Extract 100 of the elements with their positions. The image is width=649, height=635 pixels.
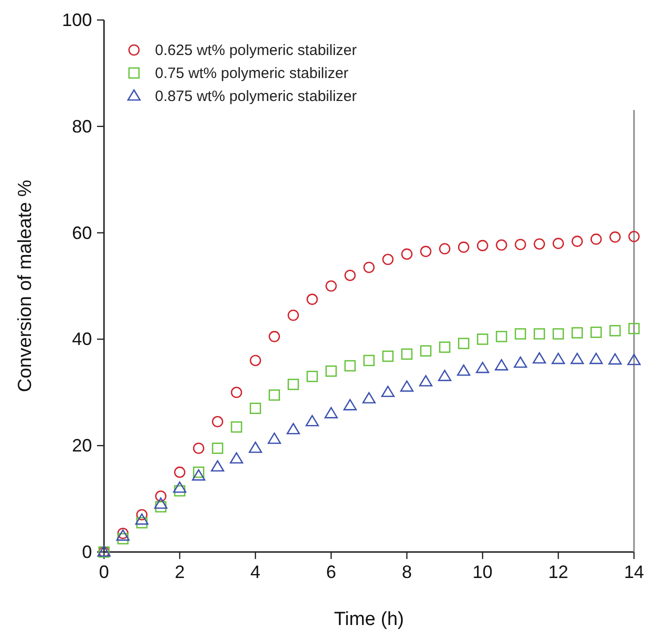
point (439, 243, 450, 254)
point (514, 356, 528, 368)
point (306, 294, 318, 305)
point (344, 270, 356, 282)
point (532, 352, 546, 364)
x-tick-label: 2 (174, 562, 185, 582)
point (286, 422, 300, 434)
point (458, 242, 470, 253)
point (628, 230, 640, 242)
point (514, 328, 526, 340)
point (325, 365, 337, 377)
y-tick-label: 40 (72, 329, 92, 350)
point (534, 328, 546, 340)
point (589, 352, 603, 364)
point (174, 485, 186, 496)
legend-label: 0.875 wt% polymeric stabilizer (155, 88, 357, 105)
point (382, 350, 394, 362)
point (230, 386, 242, 398)
x-axis-title: Time (h) (334, 609, 404, 630)
point (552, 352, 565, 364)
point (419, 375, 432, 386)
point (268, 432, 282, 444)
point (570, 352, 584, 364)
x-tick-label: 8 (402, 562, 412, 582)
point (458, 338, 470, 350)
point (192, 466, 204, 478)
x-tick-label: 6 (326, 562, 336, 582)
point (572, 236, 583, 247)
point (212, 442, 224, 454)
point (174, 466, 186, 478)
point (363, 262, 375, 274)
point (136, 509, 148, 520)
point (476, 334, 488, 345)
point (288, 310, 299, 321)
point (438, 370, 452, 382)
x-tick-label: 10 (472, 562, 493, 582)
point (192, 469, 206, 481)
point (344, 360, 356, 372)
point (627, 354, 641, 366)
point (476, 362, 490, 374)
y-tick-label: 60 (72, 222, 92, 243)
y-axis-title: Conversion of maleate % (15, 180, 36, 392)
point (306, 370, 318, 382)
point (192, 442, 204, 454)
point (362, 392, 376, 404)
point (154, 497, 168, 509)
y-tick-label: 0 (82, 542, 92, 562)
point (494, 359, 508, 370)
point (324, 407, 338, 418)
point (117, 533, 129, 544)
point (173, 482, 186, 493)
point (496, 239, 508, 251)
y-tick-label: 100 (62, 10, 92, 30)
point (628, 322, 640, 334)
point (514, 238, 526, 250)
point (608, 353, 622, 365)
y-tick-label: 80 (72, 116, 92, 136)
legend-label: 0.625 wt% polymeric stabilizer (155, 42, 357, 59)
point (534, 238, 546, 250)
point (230, 452, 244, 464)
point (136, 517, 148, 528)
point (590, 234, 602, 245)
point (496, 330, 508, 342)
point (230, 421, 242, 433)
point (155, 501, 166, 512)
point (268, 330, 280, 342)
point (552, 328, 564, 340)
point (439, 342, 450, 353)
point (248, 442, 262, 453)
point (325, 280, 337, 292)
point (476, 240, 488, 252)
point (343, 399, 357, 410)
point (363, 354, 375, 366)
x-tick-label: 4 (250, 562, 260, 582)
point (381, 386, 395, 398)
point (288, 378, 299, 390)
point (609, 231, 621, 243)
point (572, 327, 583, 338)
point (401, 348, 413, 360)
point (401, 248, 413, 260)
point (155, 490, 166, 502)
x-tick-label: 0 (98, 562, 110, 582)
legend-label: 0.75 wt% polymeric stabilizer (155, 65, 348, 82)
point (609, 325, 621, 336)
y-tick-label: 20 (72, 436, 92, 456)
point (420, 345, 432, 357)
point (552, 238, 564, 250)
x-tick-label: 14 (624, 562, 644, 582)
point (212, 416, 224, 428)
point (590, 326, 602, 338)
x-tick-label: 12 (548, 562, 568, 582)
point (382, 254, 394, 266)
point (456, 364, 470, 376)
point (420, 246, 432, 258)
point (250, 354, 262, 366)
point (210, 460, 224, 472)
point (135, 513, 149, 525)
point (250, 402, 262, 414)
point (306, 415, 319, 426)
point (268, 389, 280, 401)
